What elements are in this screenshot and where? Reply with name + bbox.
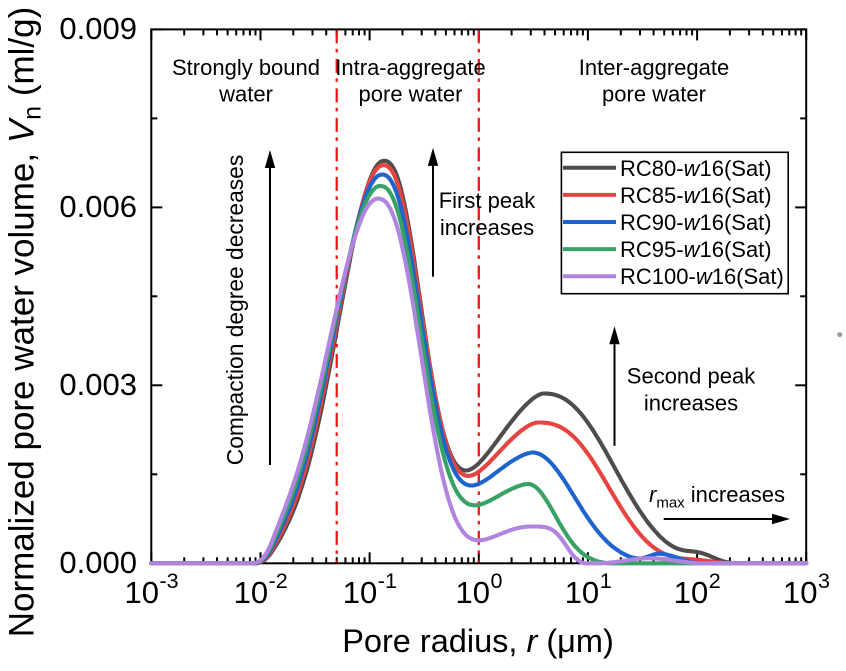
svg-text:water: water	[218, 82, 273, 107]
svg-text:increases: increases	[440, 215, 534, 240]
svg-text:Intra-aggregate: Intra-aggregate	[335, 55, 485, 80]
svg-text:3: 3	[818, 569, 830, 593]
svg-text:Pore radius, r (μm): Pore radius, r (μm)	[342, 623, 614, 659]
svg-text:10: 10	[783, 575, 817, 610]
svg-text:Inter-aggregate: Inter-aggregate	[579, 55, 729, 80]
svg-text:10: 10	[456, 575, 490, 610]
svg-text:10: 10	[125, 575, 159, 610]
svg-text:First peak: First peak	[439, 188, 537, 213]
svg-text:10: 10	[343, 575, 377, 610]
svg-text:10: 10	[674, 575, 708, 610]
svg-text:10: 10	[565, 575, 599, 610]
svg-text:-2: -2	[269, 569, 288, 593]
svg-text:pore water: pore water	[359, 82, 463, 107]
svg-text:pore water: pore water	[602, 82, 706, 107]
svg-text:0.006: 0.006	[59, 189, 137, 224]
svg-text:-1: -1	[378, 569, 397, 593]
svg-text:increases: increases	[644, 391, 738, 416]
svg-text:RC80-w16(Sat): RC80-w16(Sat)	[620, 156, 772, 181]
svg-text:-3: -3	[160, 569, 179, 593]
svg-text:0.000: 0.000	[59, 545, 137, 580]
svg-text:RC90-w16(Sat): RC90-w16(Sat)	[620, 210, 772, 235]
svg-text:1: 1	[600, 569, 612, 593]
svg-text:rmax increases: rmax increases	[649, 482, 785, 512]
svg-text:Strongly bound: Strongly bound	[172, 55, 320, 80]
svg-text:Normalized pore water volume,: Normalized pore water volume, Vn (ml/g)	[3, 7, 47, 638]
svg-text:Second peak: Second peak	[627, 364, 756, 389]
svg-text:RC85-w16(Sat): RC85-w16(Sat)	[620, 183, 772, 208]
svg-text:10: 10	[234, 575, 268, 610]
svg-text:2: 2	[709, 569, 721, 593]
svg-text:RC95-w16(Sat): RC95-w16(Sat)	[620, 237, 772, 262]
svg-text:0: 0	[491, 569, 503, 593]
svg-text:Compaction degree decreases: Compaction degree decreases	[222, 155, 248, 465]
svg-text:RC100-w16(Sat): RC100-w16(Sat)	[620, 264, 784, 289]
svg-text:0.003: 0.003	[59, 367, 137, 402]
svg-text:0.009: 0.009	[59, 11, 137, 46]
